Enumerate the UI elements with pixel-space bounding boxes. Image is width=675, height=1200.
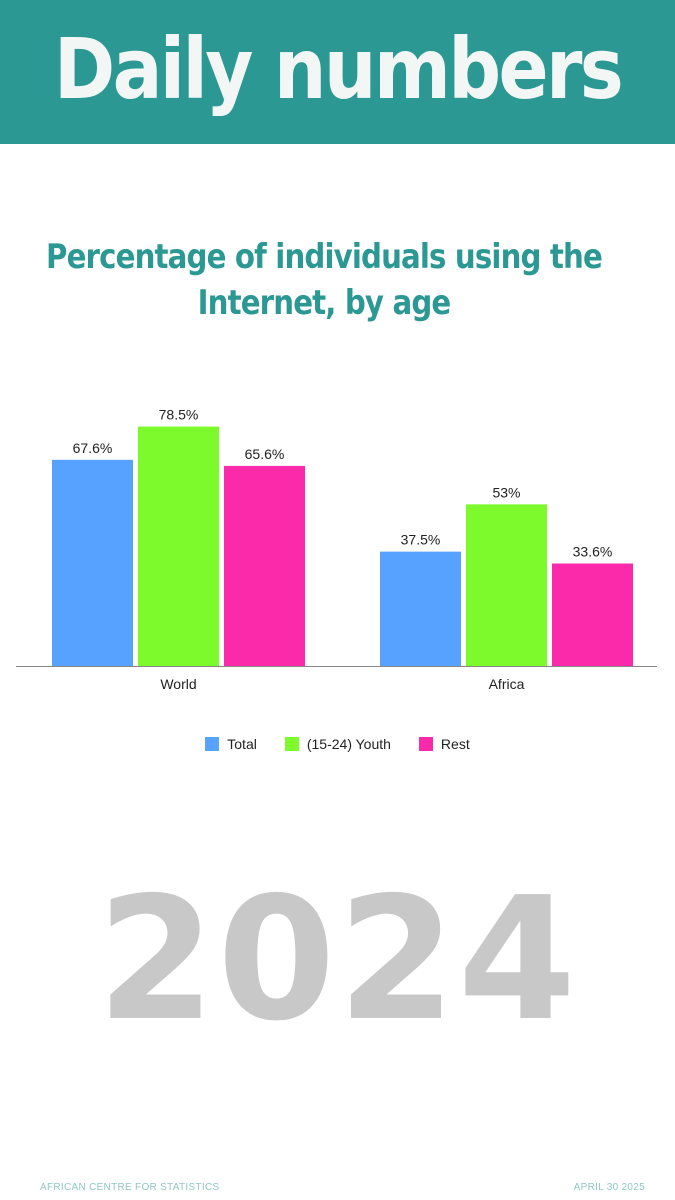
year-watermark: 2024 [96,861,579,1059]
data-label-africa-rest: 33.6% [573,544,613,560]
data-label-world-15-24-youth: 78.5% [159,407,199,423]
legend-item-youth: (15-24) Youth [284,736,391,752]
legend-label-rest: Rest [440,736,470,752]
data-label-world-rest: 65.6% [245,446,285,462]
legend-label-youth: (15-24) Youth [306,736,391,752]
legend-label-total: Total [227,736,257,752]
bar-world-total [52,459,133,666]
bar-chart: 67.6% 78.5% 65.6% World 37.5% 53% 33.6% Africa [16,407,657,692]
legend-swatch-total [205,737,220,751]
x-tick-label-world: World [160,676,196,692]
x-tick-label-africa: Africa [489,676,525,692]
data-label-world-total: 67.6% [73,440,113,456]
legend-item-rest: Rest [418,736,470,752]
chart-legend: Total (15-24) Youth Rest [0,736,675,752]
legend-swatch-rest [418,737,433,751]
footer-organization: AFRICAN CENTRE FOR STATISTICS [40,1182,220,1193]
bar-africa-rest [552,563,633,666]
bar-world-rest [224,465,305,666]
chart-title: Percentage of individuals using the Inte… [46,237,603,323]
footer-date: APRIL 30 2025 [573,1182,645,1193]
legend-item-total: Total [205,736,257,752]
bar-africa-total [380,551,461,666]
data-label-africa-15-24-youth: 53% [492,484,520,500]
header-banner: Daily numbers [0,0,675,144]
page-title: Daily numbers [53,20,624,118]
data-label-africa-total: 37.5% [401,532,441,548]
legend-swatch-youth [284,737,299,751]
bar-world-15-24-youth [138,426,219,666]
bar-africa-15-24-youth [466,504,547,666]
